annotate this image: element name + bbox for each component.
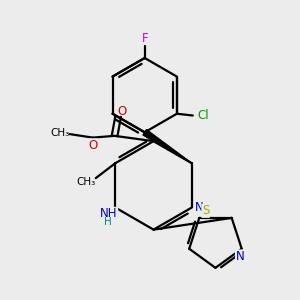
Text: CH₃: CH₃ <box>50 128 69 138</box>
Text: Cl: Cl <box>197 109 208 122</box>
Text: O: O <box>118 105 127 118</box>
Polygon shape <box>143 130 192 163</box>
Text: NH: NH <box>100 207 118 220</box>
Text: F: F <box>141 32 148 45</box>
Text: N: N <box>236 250 244 263</box>
Text: O: O <box>88 139 97 152</box>
Text: N: N <box>195 201 204 214</box>
Text: CH₃: CH₃ <box>76 177 95 188</box>
Text: S: S <box>202 204 209 217</box>
Text: H: H <box>103 218 111 227</box>
